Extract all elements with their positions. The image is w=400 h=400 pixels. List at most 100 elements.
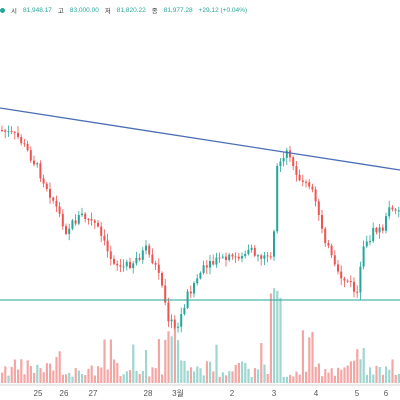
candles-layer [1,125,400,333]
candle-body [109,251,112,259]
candle-body [212,261,215,265]
candle-body [228,254,231,260]
volume-bar [109,339,112,383]
candle-body [330,245,333,256]
volume-bar [321,376,324,383]
candle-body [225,256,227,260]
candle-body [29,150,32,161]
volume-bar [301,330,304,383]
volume-bar [241,361,244,383]
candle-body [17,132,19,137]
volume-bar [100,367,103,383]
close-label: 종 [151,8,158,15]
candle-body [247,249,250,254]
trendline-drawing[interactable] [0,107,400,171]
volume-bar [215,344,218,383]
volume-bar [196,366,199,383]
volume-bar [90,365,93,383]
candle-body [292,157,295,167]
volume-bar [247,368,250,383]
volume-bar [359,359,362,383]
candle-body [164,285,167,303]
volume-bar [218,376,221,383]
candle-body [61,213,64,227]
volume-bar [343,367,346,383]
low-label: 저 [104,8,111,15]
volume-bar [285,376,288,383]
candle-body [202,265,205,273]
candle-body [81,213,83,215]
candle-body [289,150,291,158]
candle-body [305,181,307,183]
volume-bar [199,368,202,383]
volume-bar [317,363,320,383]
candle-body [135,257,138,264]
volume-bar [298,374,301,383]
volume-bar [292,376,295,383]
volume-bar [273,288,276,383]
time-tick-label: 4 [314,389,319,398]
volume-bar [135,370,138,383]
volume-bar [138,374,141,383]
high-label: 고 [57,8,64,15]
candle-body [215,257,218,265]
candle-body [13,132,16,134]
candle-body [362,246,365,267]
volume-bar [45,363,48,383]
volume-bar [74,368,77,383]
candle-body [45,183,48,190]
candle-body [36,163,39,165]
volume-bar [225,375,228,383]
candle-body [157,264,160,273]
candle-body [129,261,131,269]
candle-body [151,254,154,264]
candle-body [65,226,67,234]
volume-bar [154,368,157,383]
volume-bar [167,331,170,383]
volume-bar [231,371,234,383]
candle-body [298,174,301,181]
candle-body [381,227,384,231]
candle-body [346,280,349,282]
ohlc-legend: 시 81,948.17 고 83,000.00 저 81,820.22 종 81,977… [0,3,247,17]
candle-body [170,319,173,322]
volume-bar [122,374,125,383]
candle-body [167,302,170,322]
volume-bar [369,367,372,383]
volume-bar [362,348,365,383]
volume-bar [327,372,330,383]
candle-body [58,206,61,214]
candle-body [340,271,343,279]
volume-bar [36,364,39,383]
candle-body [241,256,243,259]
time-tick-label: 26 [60,389,69,398]
volume-bar [55,357,58,383]
time-tick-label: 25 [34,389,43,398]
candle-body [103,235,106,241]
volume-bar [151,367,154,383]
volume-bar [234,364,237,383]
candle-body [125,261,128,267]
volume-bar [61,374,64,383]
volume-bar [183,361,186,383]
volume-bar [212,371,215,383]
open-value: 81,948.17 [22,6,52,14]
volume-bar [388,369,391,383]
volume-bar [381,374,384,383]
candle-body [10,131,13,133]
candle-body [26,143,29,151]
volume-pane [1,288,400,383]
volume-bar [314,366,317,383]
volume-bar [148,376,151,383]
volume-bar [84,375,87,383]
candle-body [327,243,330,246]
low-value: 81,820.22 [116,6,146,14]
candle-body [375,227,378,233]
candle-body [279,161,282,166]
candle-body [116,263,119,266]
volume-bar [26,360,29,383]
candle-body [253,247,256,256]
volume-bar [81,374,84,383]
volume-bar [365,374,368,383]
